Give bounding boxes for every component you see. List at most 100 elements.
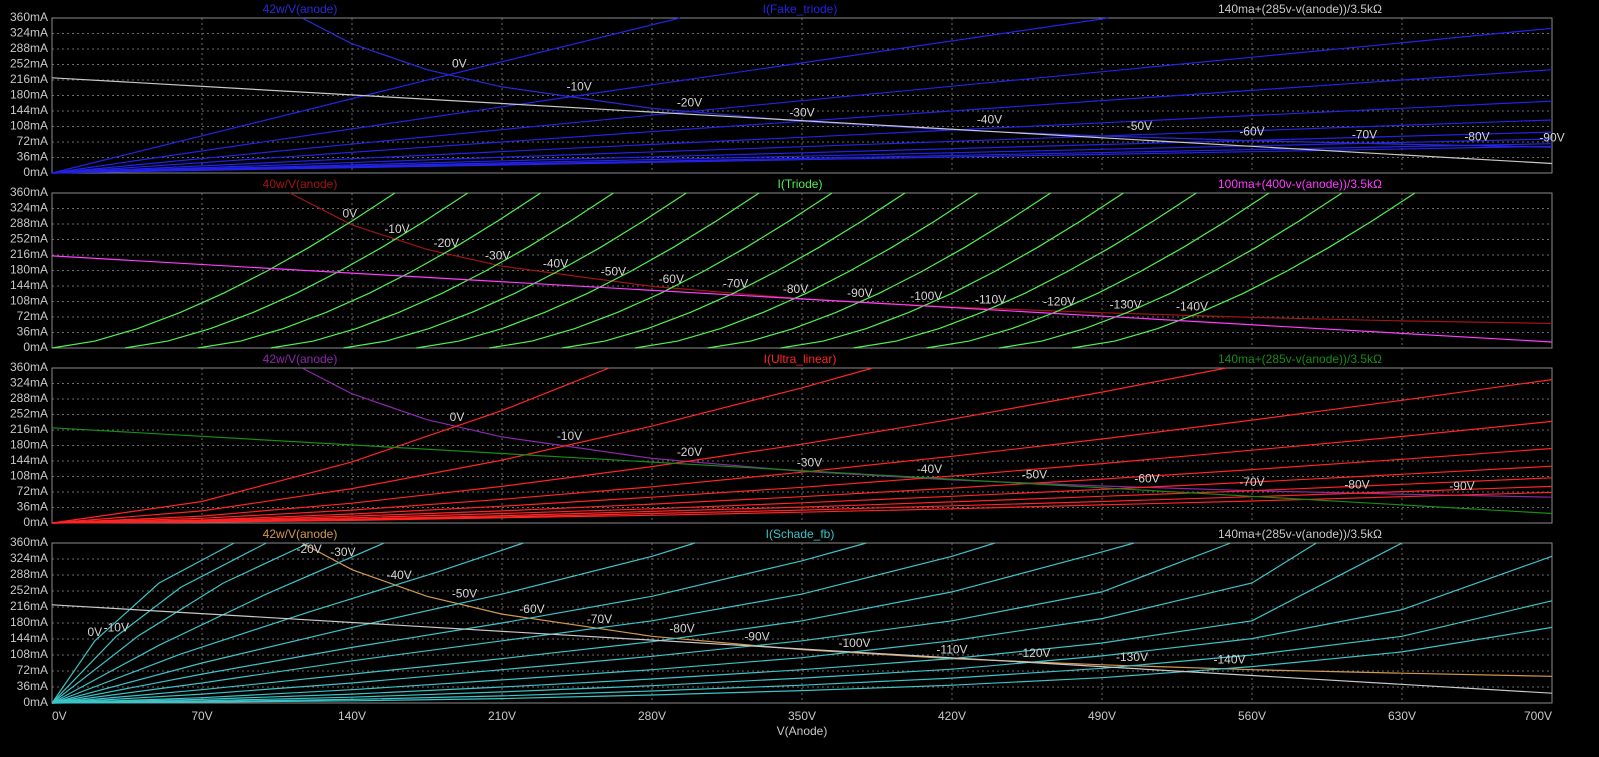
curve-label: -50V bbox=[1127, 119, 1152, 133]
curve-label: -110V bbox=[975, 293, 1006, 307]
y-tick-label: 108mA bbox=[10, 119, 48, 133]
curve-label: -110V bbox=[936, 643, 967, 657]
y-tick-label: 216mA bbox=[10, 247, 48, 261]
characteristic-curve bbox=[52, 600, 1552, 704]
characteristic-curve bbox=[1071, 192, 1416, 349]
y-tick-label: 144mA bbox=[10, 278, 48, 292]
characteristic-curve bbox=[52, 542, 267, 704]
curve-label: -30V bbox=[789, 106, 814, 120]
characteristic-curve bbox=[52, 367, 1227, 524]
characteristic-curve bbox=[52, 542, 310, 704]
y-tick-label: 360mA bbox=[10, 360, 48, 374]
trace-line bbox=[52, 604, 1552, 694]
curve-label: 0V bbox=[343, 206, 358, 220]
traces bbox=[52, 542, 1552, 704]
curve-label: -10V bbox=[557, 429, 582, 443]
curve-label: -60V bbox=[1239, 125, 1264, 139]
characteristic-curve bbox=[52, 138, 1552, 174]
y-tick-label: 180mA bbox=[10, 88, 48, 102]
characteristic-curve bbox=[853, 192, 1197, 349]
characteristic-curve bbox=[52, 542, 524, 704]
y-tick-label: 252mA bbox=[10, 232, 48, 246]
characteristic-curve bbox=[52, 542, 1135, 704]
x-tick-label: 700V bbox=[1524, 709, 1552, 723]
y-tick-label: 180mA bbox=[10, 438, 48, 452]
curve-label: -30V bbox=[485, 248, 510, 262]
curve-label: -20V bbox=[677, 96, 702, 110]
y-tick-label: 288mA bbox=[10, 391, 48, 405]
curve-label: -120V bbox=[1043, 295, 1075, 309]
trace-name: 140ma+(285v-v(anode))/3.5kΩ bbox=[1218, 352, 1382, 366]
characteristic-curve bbox=[343, 192, 687, 349]
characteristic-curve bbox=[489, 192, 833, 349]
y-tick-label: 360mA bbox=[10, 10, 48, 24]
y-tick-label: 324mA bbox=[10, 201, 48, 215]
y-tick-label: 360mA bbox=[10, 535, 48, 549]
plot-frame bbox=[51, 542, 1553, 704]
trace-line bbox=[289, 192, 1552, 325]
characteristic-curve bbox=[52, 17, 1109, 174]
y-tick-label: 288mA bbox=[10, 41, 48, 55]
characteristic-curve bbox=[52, 367, 873, 524]
curve-label: -70V bbox=[1239, 475, 1264, 489]
curve-label: -40V bbox=[917, 462, 942, 476]
curve-label: -60V bbox=[659, 272, 684, 286]
trace-name: 100ma+(400v-v(anode))/3.5kΩ bbox=[1218, 177, 1382, 191]
curve-label: -140V bbox=[1213, 652, 1245, 666]
characteristic-curve bbox=[52, 379, 1552, 524]
x-tick-label: 210V bbox=[488, 709, 516, 723]
curve-label: -70V bbox=[587, 612, 612, 626]
characteristic-curve bbox=[780, 192, 1124, 349]
trace-name: 42w/V(anode) bbox=[263, 527, 338, 541]
trace-name: I(Ultra_linear) bbox=[764, 352, 837, 366]
curve-label: -120V bbox=[1018, 646, 1050, 660]
curve-label: -60V bbox=[1134, 471, 1159, 485]
characteristic-curve bbox=[52, 465, 1552, 524]
y-tick-label: 108mA bbox=[10, 294, 48, 308]
x-tick-label: 280V bbox=[638, 709, 666, 723]
y-tick-label: 324mA bbox=[10, 26, 48, 40]
characteristic-curve bbox=[124, 192, 469, 349]
characteristic-curve bbox=[634, 192, 979, 349]
curve-label: -50V bbox=[452, 587, 477, 601]
curve-label: -80V bbox=[669, 622, 694, 636]
y-tick-label: 72mA bbox=[17, 663, 48, 677]
curve-label: -30V bbox=[330, 545, 355, 559]
curve-label: -40V bbox=[977, 112, 1002, 126]
characteristic-curve bbox=[52, 100, 1552, 174]
curve-label: -100V bbox=[910, 289, 942, 303]
y-tick-label: 252mA bbox=[10, 407, 48, 421]
curve-label: -80V bbox=[1344, 477, 1369, 491]
x-tick-label: 0V bbox=[52, 709, 67, 723]
characteristic-curve bbox=[52, 626, 1552, 704]
characteristic-curve bbox=[197, 192, 541, 349]
x-tick-label: 560V bbox=[1238, 709, 1266, 723]
x-tick-label: 140V bbox=[338, 709, 366, 723]
x-tick-label: 420V bbox=[938, 709, 966, 723]
trace-line bbox=[52, 427, 1552, 515]
characteristic-curve bbox=[561, 192, 906, 349]
x-axis-label: V(Anode) bbox=[777, 724, 828, 738]
characteristic-curve bbox=[270, 192, 614, 349]
characteristic-curve bbox=[416, 192, 760, 349]
characteristic-curve bbox=[52, 145, 1552, 174]
characteristic-curve bbox=[52, 485, 1552, 524]
y-tick-label: 72mA bbox=[17, 309, 48, 323]
trace-name: 42w/V(anode) bbox=[263, 352, 338, 366]
curve-label: -90V bbox=[1449, 479, 1474, 493]
characteristic-curve bbox=[52, 555, 1552, 704]
y-tick-label: 216mA bbox=[10, 422, 48, 436]
characteristic-curve bbox=[52, 542, 996, 704]
curve-label: 0V bbox=[88, 625, 103, 639]
curve-label: -70V bbox=[723, 276, 748, 290]
characteristic-curve bbox=[999, 192, 1343, 349]
y-tick-label: 180mA bbox=[10, 615, 48, 629]
curve-label: -80V bbox=[1464, 129, 1489, 143]
curve-label: -90V bbox=[744, 630, 769, 644]
trace-name: 40w/V(anode) bbox=[263, 177, 338, 191]
trace-name: I(Schade_fb) bbox=[766, 527, 835, 541]
curve-label: -10V bbox=[104, 621, 129, 635]
trace-line bbox=[52, 255, 1552, 343]
y-tick-label: 288mA bbox=[10, 216, 48, 230]
curve-label: -50V bbox=[601, 264, 626, 278]
